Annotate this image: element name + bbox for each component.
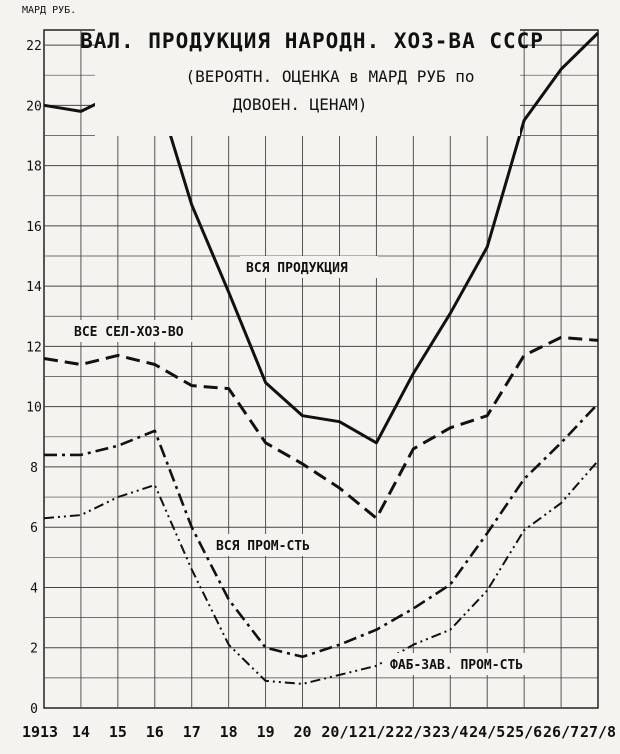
chart-subtitle-line1: (ВЕРОЯТН. ОЦЕНКА в МАРД РУБ по: [186, 67, 475, 86]
x-tick-label: 18: [220, 723, 238, 741]
x-tick-label: 19: [257, 723, 275, 741]
y-tick-label: 10: [26, 401, 42, 416]
y-tick-label: 16: [26, 220, 42, 235]
y-tick-label: 14: [26, 280, 42, 295]
y-tick-label: 22: [26, 39, 42, 54]
x-tick-label: 14: [72, 723, 90, 741]
y-tick-label: 6: [30, 521, 38, 536]
x-tick-label: 16: [146, 723, 164, 741]
series-label-backdrop-3: [385, 653, 540, 675]
x-tick-label: 17: [183, 723, 201, 741]
series-line-2: [44, 402, 599, 659]
y-tick-label: 8: [30, 461, 38, 476]
x-axis-ticks: 1913 14 15 16 17 18 19 20 20/1 21/2 22/3 23/4 24/5 25…: [22, 723, 616, 741]
x-tick-label: 15: [109, 723, 127, 741]
series-line-3: [43, 460, 599, 685]
y-axis-ticks: 0 2 4 6 8 10 12 14 16 18 20 22: [26, 39, 42, 717]
chart-subtitle-line2: ДОВОЕН. ЦЕНАМ): [233, 95, 368, 114]
x-tick-label: 23/4: [432, 723, 468, 741]
x-tick-label: 26/7: [543, 723, 579, 741]
series-label-industry: ВСЯ ПРОМ-СТЬ: [216, 539, 310, 554]
y-tick-label: 2: [30, 642, 38, 657]
series-label-backdrop-1: [70, 320, 202, 342]
x-tick-label: 27/8: [580, 723, 616, 741]
x-tick-label: 1913: [22, 723, 58, 741]
series-line-1: [43, 335, 599, 520]
y-tick-label: 18: [26, 160, 42, 175]
series-label-agriculture: ВСЕ СЕЛ-ХОЗ-ВО: [74, 325, 184, 340]
y-tick-label: 12: [26, 340, 42, 355]
x-tick-label: 21/2: [358, 723, 394, 741]
x-tick-label: 20/1: [321, 723, 357, 741]
y-tick-label: 20: [26, 99, 42, 114]
y-axis-unit-label: МАРД РУБ.: [22, 5, 76, 16]
y-tick-label: 0: [30, 702, 38, 717]
x-tick-label: 20: [294, 723, 312, 741]
x-tick-label: 25/6: [506, 723, 542, 741]
series-label-backdrop-0: [240, 256, 378, 278]
chart-title: ВАЛ. ПРОДУКЦИЯ НАРОДН. ХОЗ-ВА СССР: [80, 29, 544, 53]
series-label-factory-industry: ФАБ-ЗАВ. ПРОМ-СТЬ: [390, 658, 523, 673]
series-label-total: ВСЯ ПРОДУКЦИЯ: [246, 261, 348, 276]
title-backdrop: [95, 18, 520, 136]
y-unit-backdrop: [20, 2, 78, 16]
y-tick-label: 4: [30, 581, 38, 596]
x-tick-label: 24/5: [469, 723, 505, 741]
x-tick-label: 22/3: [395, 723, 431, 741]
series-label-backdrop-2: [212, 534, 336, 556]
